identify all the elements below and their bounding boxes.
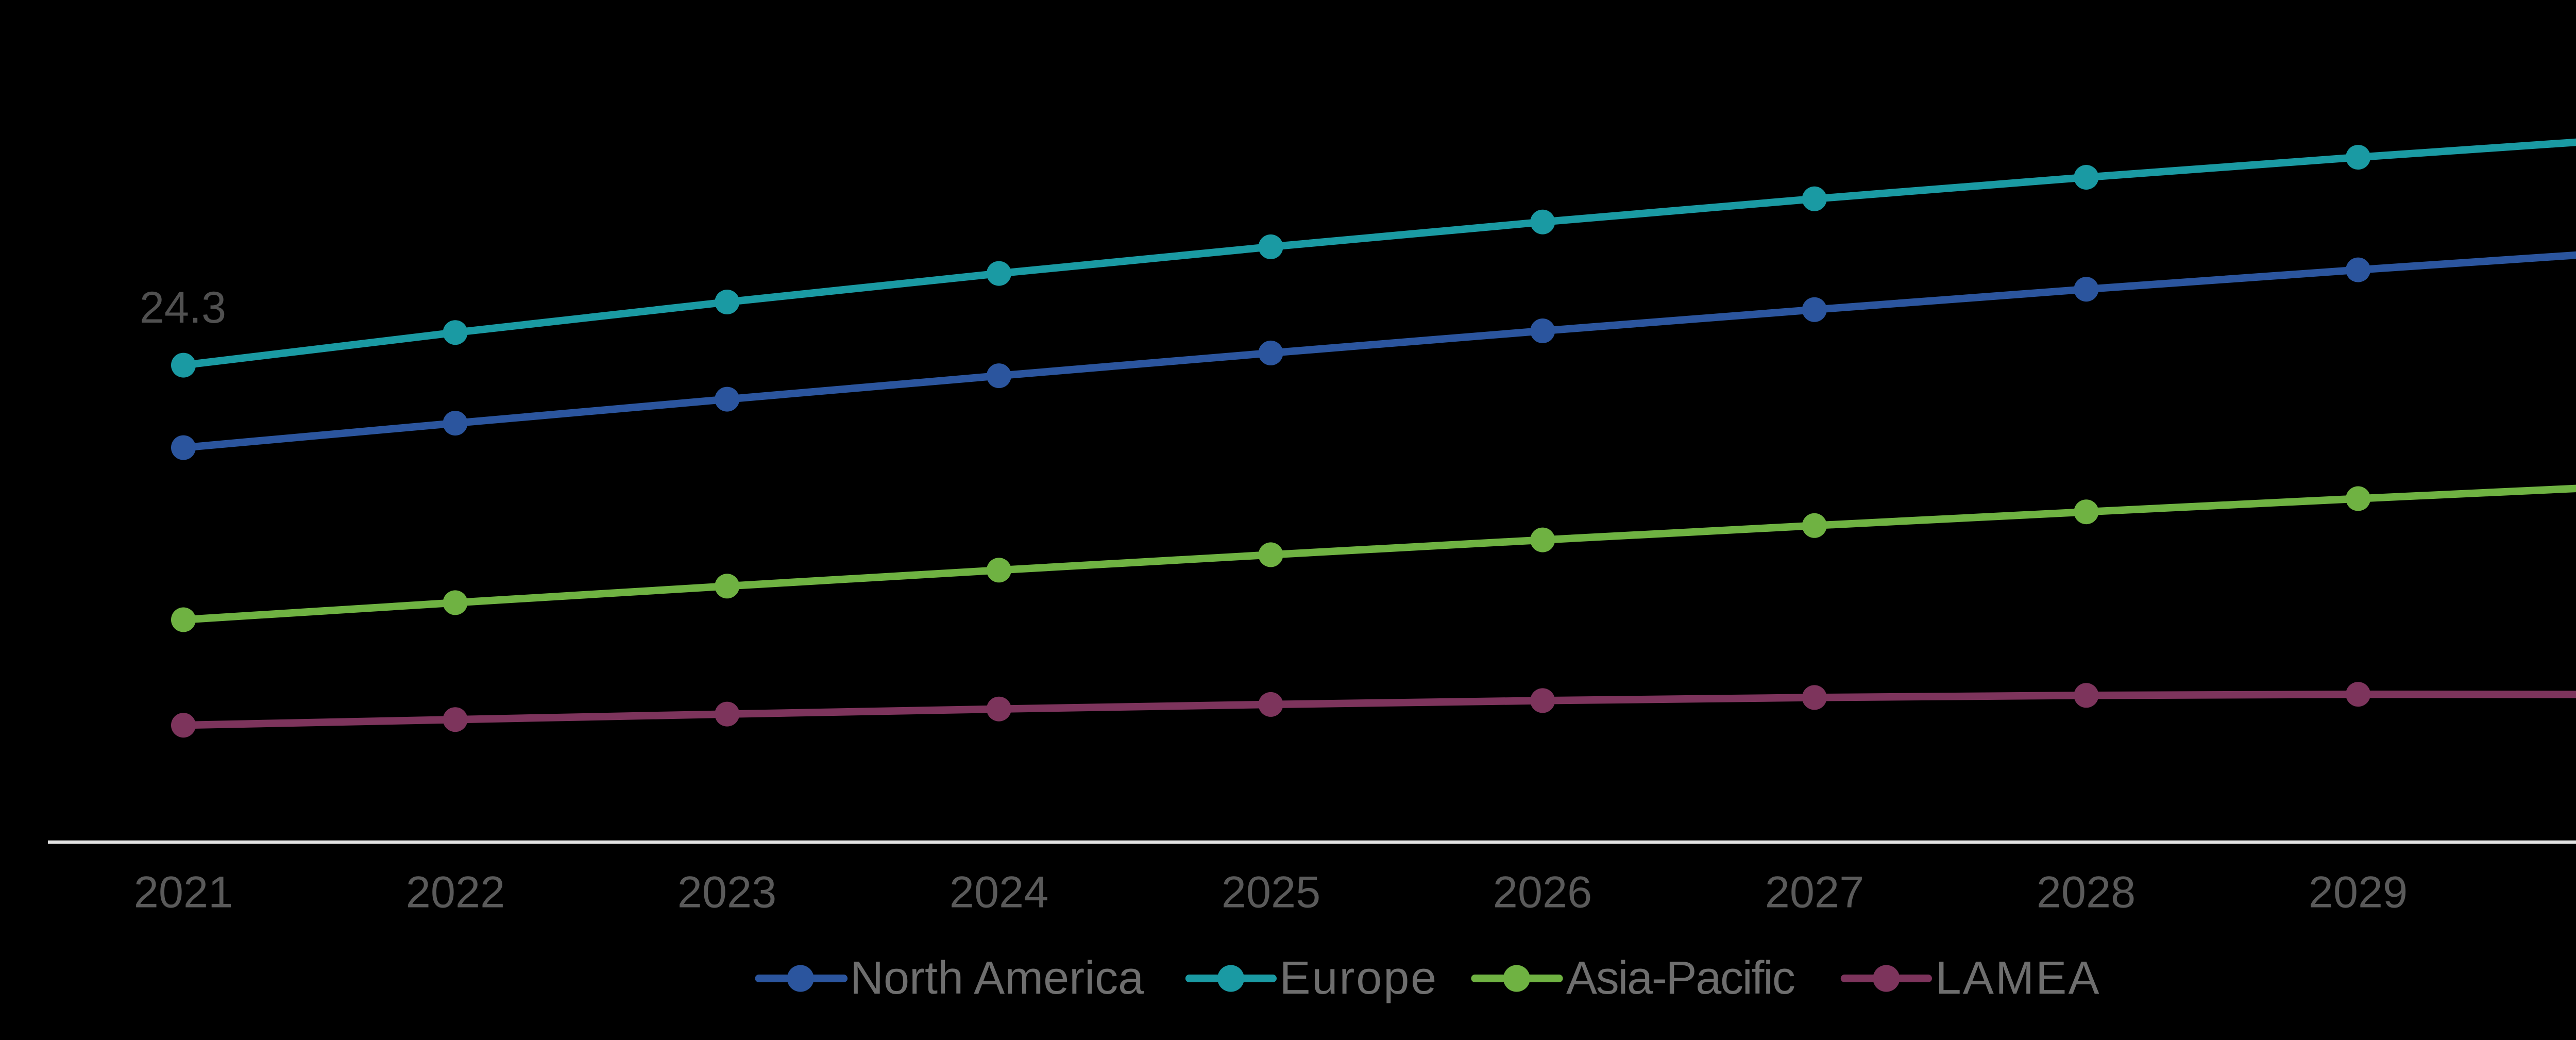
svg-text:LAMEA: LAMEA bbox=[1936, 952, 2101, 1004]
svg-text:2021: 2021 bbox=[134, 868, 233, 917]
svg-text:2029: 2029 bbox=[2309, 868, 2408, 917]
svg-text:2023: 2023 bbox=[677, 868, 776, 917]
svg-text:North America: North America bbox=[850, 952, 1144, 1004]
svg-text:24.3: 24.3 bbox=[140, 283, 226, 332]
svg-text:2024: 2024 bbox=[950, 868, 1048, 917]
svg-text:2022: 2022 bbox=[406, 868, 505, 917]
svg-text:Europe: Europe bbox=[1280, 952, 1438, 1004]
svg-text:2025: 2025 bbox=[1222, 868, 1320, 917]
svg-text:2026: 2026 bbox=[1493, 868, 1592, 917]
svg-text:Asia-Pacific: Asia-Pacific bbox=[1566, 952, 1794, 1004]
svg-text:2027: 2027 bbox=[1765, 868, 1864, 917]
svg-text:2028: 2028 bbox=[2037, 868, 2136, 917]
